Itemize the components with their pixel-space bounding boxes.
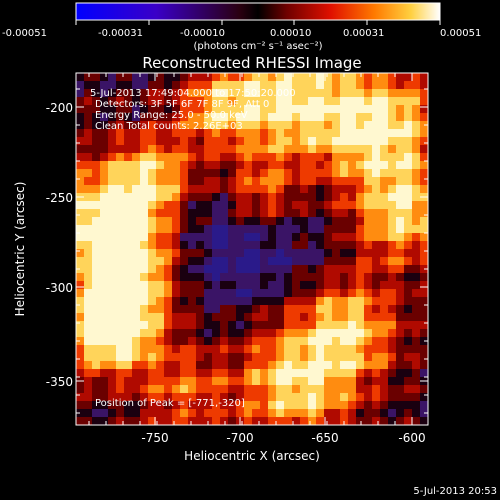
clean-total-counts-text: Clean Total counts: 2.26E+03 [95, 121, 243, 132]
plot-title: Reconstructed RHESSI Image [142, 54, 361, 72]
colorbar-tick-label-5: 0.00031 [343, 28, 384, 39]
footer-date: 5-Jul-2013 20:53 [413, 486, 497, 497]
y-tick-label-3: -300 [46, 281, 73, 295]
time-range-text: 5-Jul-2013 17:49:04.000 to 17:50:20.000 [90, 88, 296, 99]
colorbar-tick-label-3: -0.00010 [180, 28, 225, 39]
x-tick-label-1: -750 [141, 431, 168, 445]
x-tick-label-3: -650 [311, 431, 338, 445]
energy-range-text: Energy Range: 25.0 - 50.0 keV [95, 110, 248, 121]
rhessi-image [76, 73, 428, 425]
colorbar-tick-label-6: 0.00051 [440, 28, 481, 39]
colorbar-tick-label-1: -0.00051 [2, 28, 47, 39]
y-axis-title: Heliocentric Y (arcsec) [13, 182, 27, 317]
plot-frame [75, 72, 429, 426]
y-tick-label-4: -350 [46, 375, 73, 389]
colorbar-gradient [75, 2, 441, 21]
x-tick-label-2: -700 [226, 431, 253, 445]
y-tick-label-2: -250 [46, 191, 73, 205]
x-tick-label-4: -600 [398, 431, 425, 445]
x-axis-title: Heliocentric X (arcsec) [184, 449, 320, 463]
colorbar: -0.00051 -0.00031 -0.00010 0.00010 0.000… [2, 2, 481, 52]
y-tick-label-1: -200 [46, 101, 73, 115]
image-annotations: 5-Jul-2013 17:49:04.000 to 17:50:20.000 … [90, 88, 296, 409]
colorbar-tick-label-2: -0.00031 [98, 28, 143, 39]
detectors-text: Detectors: 3F 5F 6F 7F 8F 9F, Att 0 [95, 99, 269, 110]
colorbar-tick-label-4: 0.00010 [270, 28, 311, 39]
colorbar-units-label: (photons cm⁻² s⁻¹ asec⁻²) [193, 41, 322, 52]
peak-position-text: Position of Peak = [-771,-320] [95, 398, 245, 409]
